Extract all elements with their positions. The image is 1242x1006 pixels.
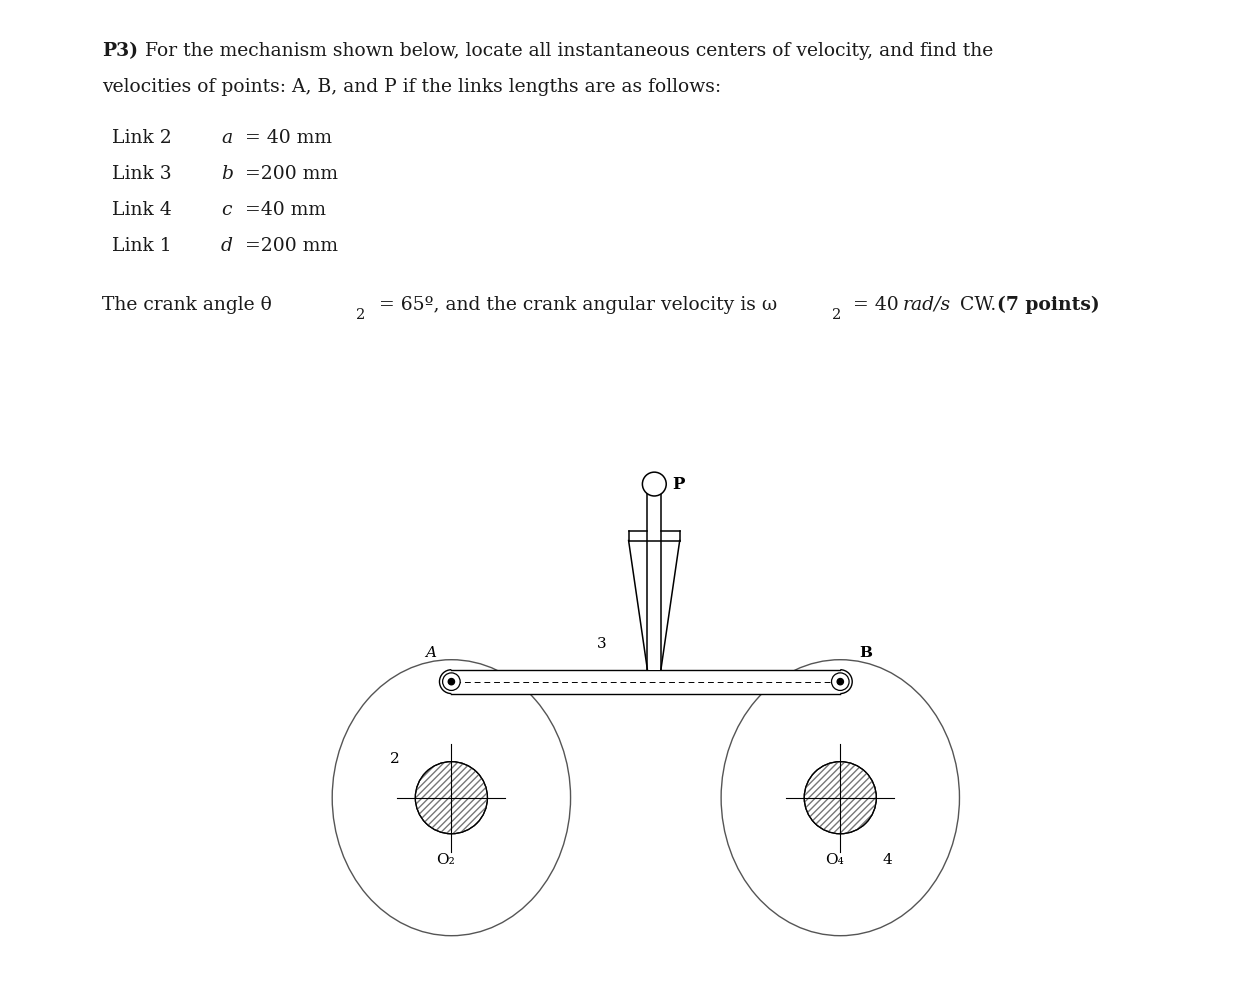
Text: = 40: = 40 bbox=[847, 296, 904, 314]
Text: O₂: O₂ bbox=[436, 852, 455, 866]
Text: CW.: CW. bbox=[954, 296, 1002, 314]
Text: = 65º, and the crank angular velocity is ω: = 65º, and the crank angular velocity is… bbox=[373, 296, 776, 314]
Text: P3): P3) bbox=[102, 42, 138, 60]
Text: Link 3: Link 3 bbox=[112, 165, 171, 183]
Text: =40 mm: =40 mm bbox=[245, 201, 325, 219]
Text: For the mechanism shown below, locate all instantaneous centers of velocity, and: For the mechanism shown below, locate al… bbox=[145, 42, 994, 60]
Text: Link 2: Link 2 bbox=[112, 129, 171, 147]
Text: P: P bbox=[672, 476, 684, 493]
Text: Link 4: Link 4 bbox=[112, 201, 171, 219]
Circle shape bbox=[442, 673, 461, 690]
Text: A: A bbox=[425, 646, 436, 660]
Text: 4: 4 bbox=[883, 852, 892, 866]
Text: b: b bbox=[221, 165, 233, 183]
Text: = 40 mm: = 40 mm bbox=[245, 129, 332, 147]
Text: O₄: O₄ bbox=[825, 852, 843, 866]
Text: 2: 2 bbox=[356, 308, 365, 322]
Text: c: c bbox=[221, 201, 231, 219]
Bar bbox=[451, 670, 841, 693]
Circle shape bbox=[642, 472, 666, 496]
Bar bbox=[647, 490, 661, 670]
Text: =200 mm: =200 mm bbox=[245, 237, 338, 256]
Text: (7 points): (7 points) bbox=[997, 296, 1100, 314]
Text: 3: 3 bbox=[597, 637, 607, 651]
Text: The crank angle θ: The crank angle θ bbox=[102, 296, 272, 314]
Circle shape bbox=[448, 678, 455, 685]
Text: d: d bbox=[221, 237, 233, 256]
Text: a: a bbox=[221, 129, 232, 147]
Text: B: B bbox=[859, 646, 872, 660]
Circle shape bbox=[805, 762, 877, 834]
Circle shape bbox=[415, 762, 487, 834]
Text: 2: 2 bbox=[390, 752, 400, 767]
Text: rad/s: rad/s bbox=[903, 296, 951, 314]
Circle shape bbox=[831, 673, 850, 690]
Bar bbox=[628, 531, 679, 540]
Text: =200 mm: =200 mm bbox=[245, 165, 338, 183]
Text: Link 1: Link 1 bbox=[112, 237, 171, 256]
Text: velocities of points: A, B, and P if the links lengths are as follows:: velocities of points: A, B, and P if the… bbox=[102, 78, 720, 97]
Text: 2: 2 bbox=[832, 308, 841, 322]
Circle shape bbox=[837, 678, 843, 685]
